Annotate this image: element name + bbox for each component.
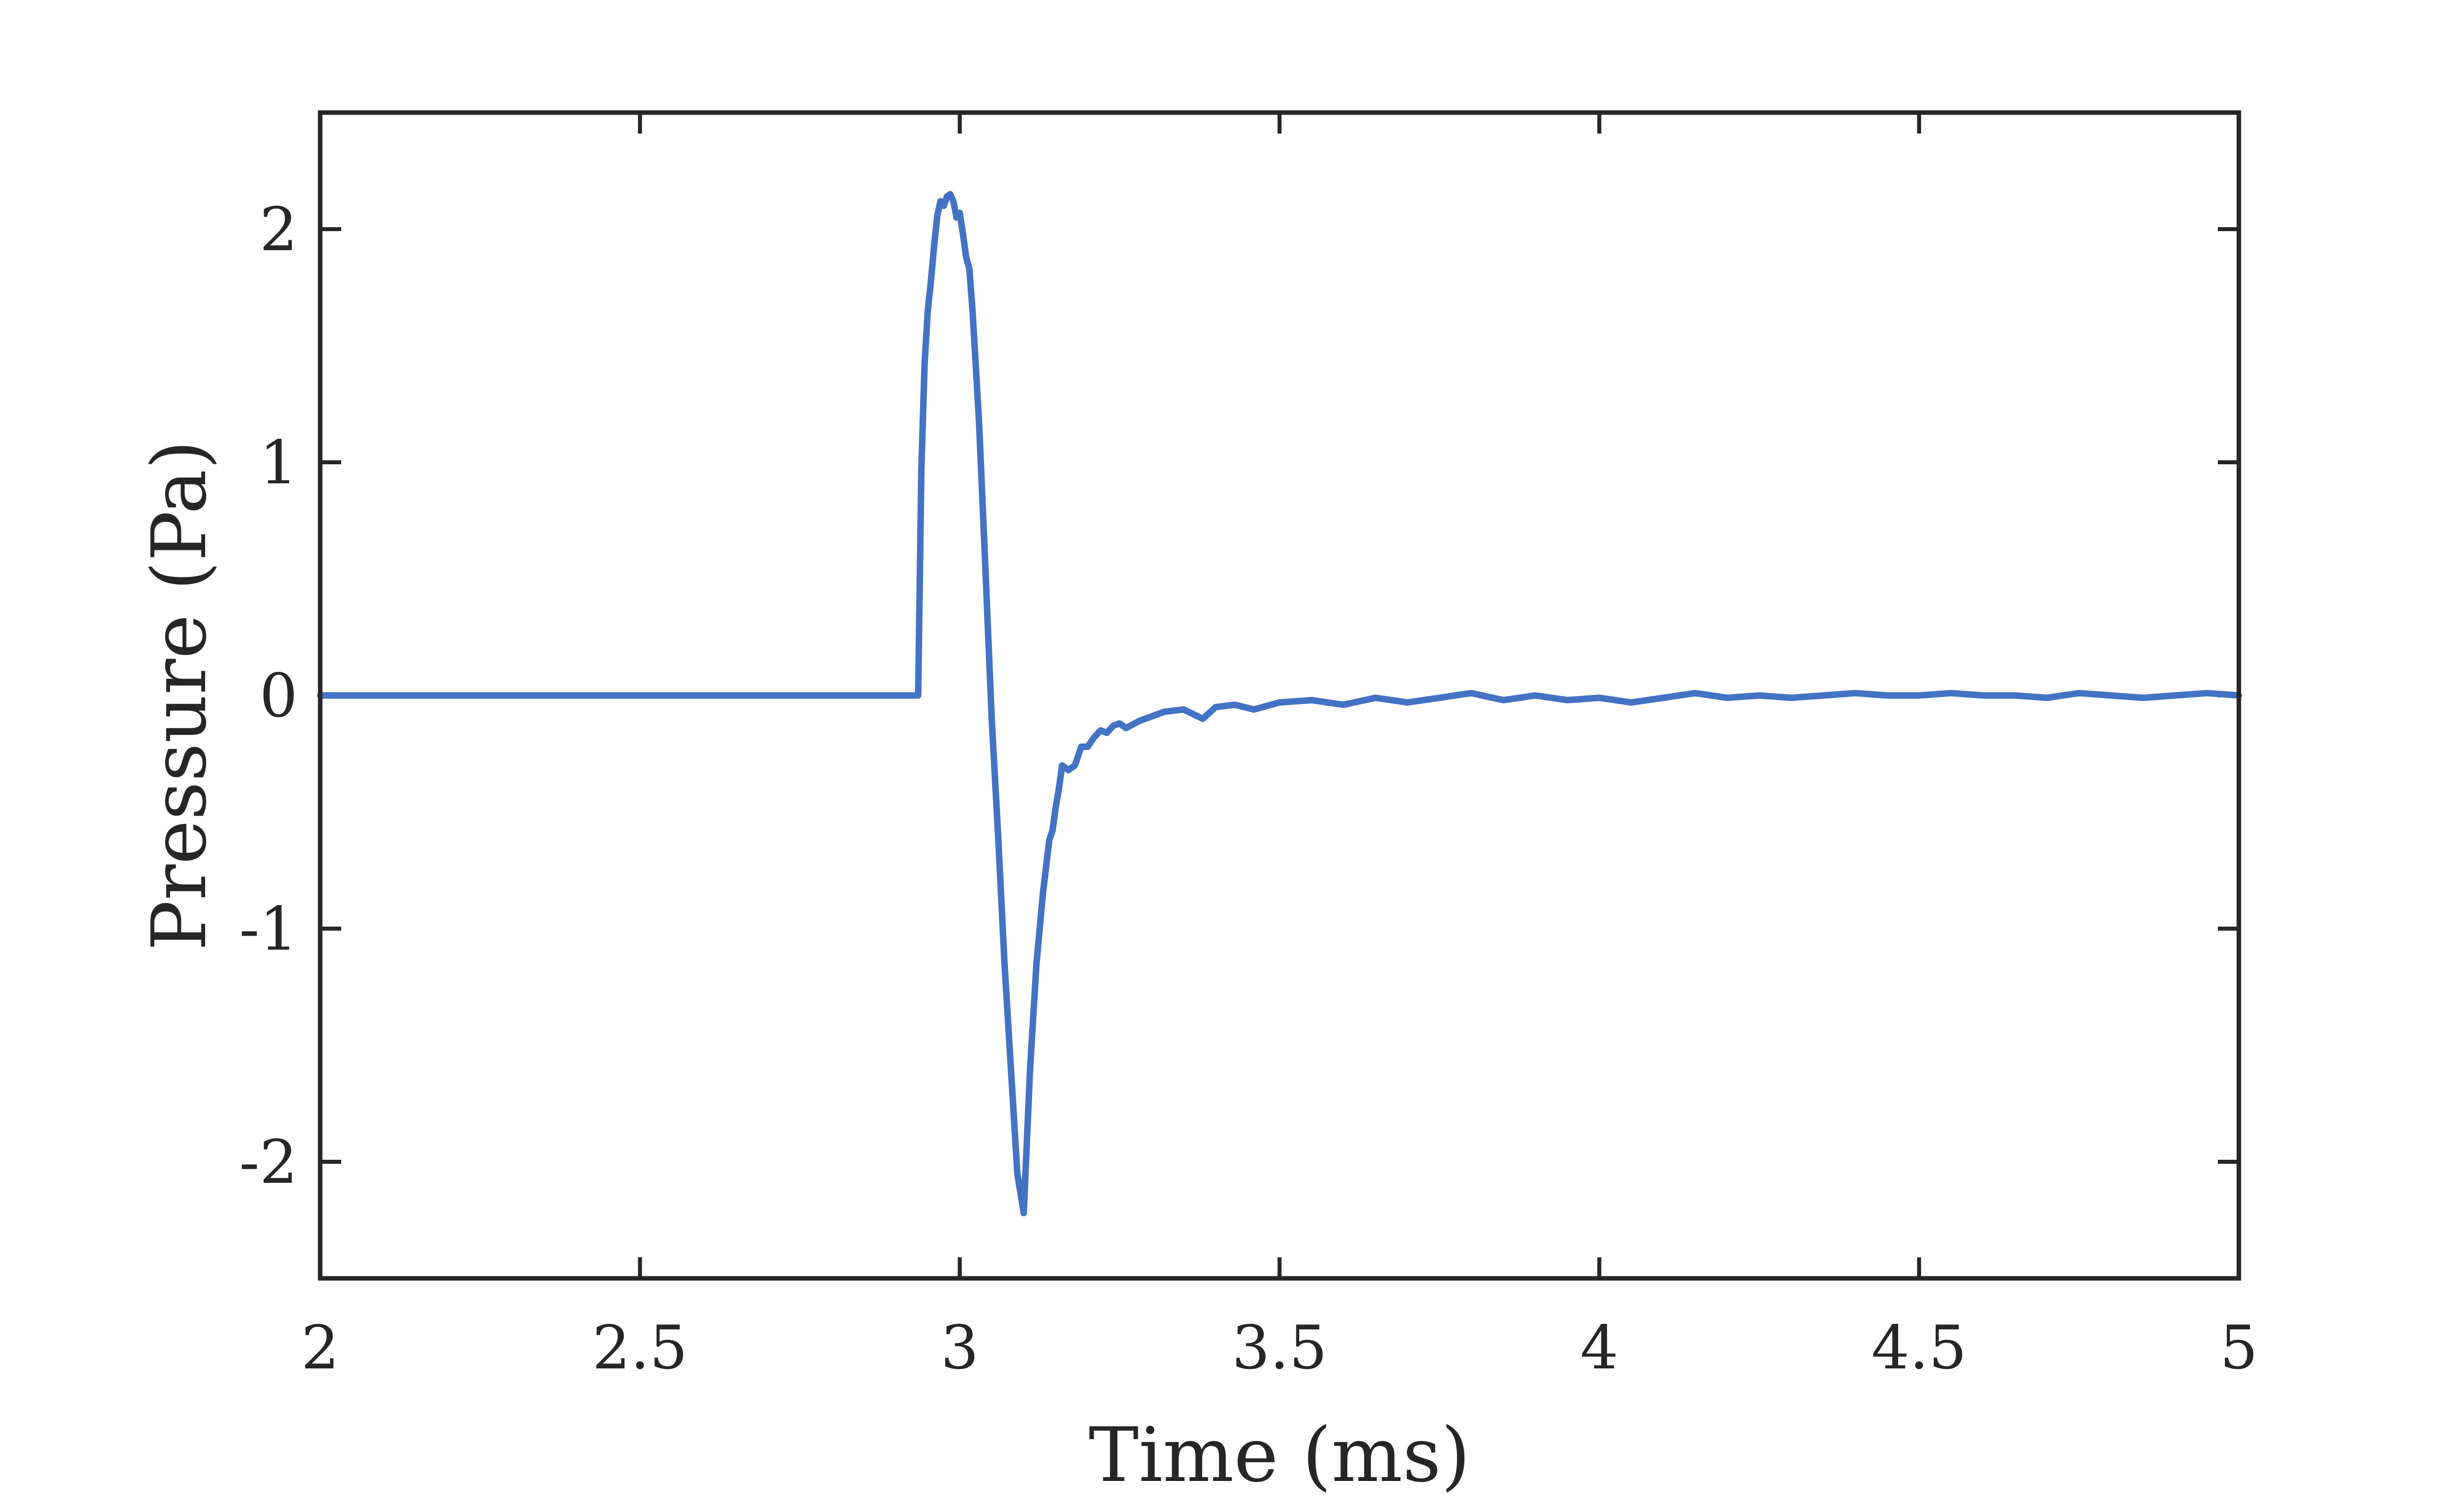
y-tick-label: -2 xyxy=(239,1128,298,1197)
x-tick-label: 3 xyxy=(941,1313,979,1383)
axes-box xyxy=(318,110,2241,1281)
x-tick-label: 3.5 xyxy=(1232,1313,1327,1383)
y-tick-label: 2 xyxy=(260,195,298,265)
x-tick-label: 5 xyxy=(2220,1313,2258,1383)
x-axis-label: Time (ms) xyxy=(1089,1412,1470,1499)
y-axis-label: Pressure (Pa) xyxy=(136,440,223,951)
x-tick-label: 2.5 xyxy=(592,1313,688,1383)
x-tick-label: 4.5 xyxy=(1871,1313,1967,1383)
x-tick-label: 4 xyxy=(1580,1313,1618,1383)
series-layer xyxy=(317,191,2242,1216)
y-tick-label: -1 xyxy=(239,895,298,964)
y-tick-label: 0 xyxy=(260,661,298,731)
tick-labels: 2 2.5 3 3.5 4 4.5 5 -2 -1 0 1 2 xyxy=(239,195,2258,1383)
series-line-0 xyxy=(317,191,2242,1216)
x-tick-label: 2 xyxy=(301,1313,339,1383)
y-tick-label: 1 xyxy=(260,428,298,498)
